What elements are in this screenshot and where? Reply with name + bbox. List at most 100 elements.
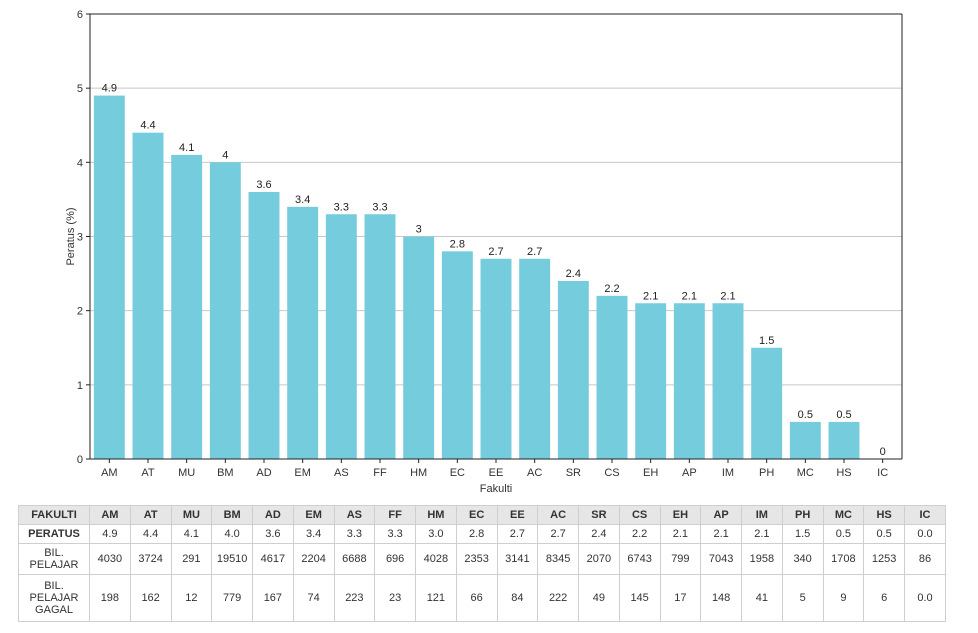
table-cell: 2.1 <box>741 524 783 544</box>
table-cell: 2204 <box>292 543 335 575</box>
table-cell: 8345 <box>537 543 579 575</box>
x-tick-label: PH <box>759 467 774 479</box>
bar-eh <box>635 303 667 459</box>
table-cell: 2.7 <box>537 524 579 544</box>
y-tick-label: 3 <box>77 232 83 244</box>
table-cell: 23 <box>374 574 416 622</box>
table-cell: 3.3 <box>333 524 376 544</box>
data-label: 2.2 <box>604 283 619 295</box>
table-cell: 17 <box>659 574 702 622</box>
table-cell: 3.3 <box>374 524 416 544</box>
table-cell: 41 <box>741 574 783 622</box>
table-cell: 779 <box>211 574 253 622</box>
data-label: 2.8 <box>450 238 465 250</box>
table-column-header: EM <box>292 505 335 525</box>
bar-im <box>712 303 744 459</box>
bar-sr <box>557 281 589 459</box>
bar-hm <box>403 236 435 459</box>
table-cell: 4028 <box>415 543 457 575</box>
table-cell: 162 <box>129 574 172 622</box>
data-label: 3 <box>416 224 422 236</box>
table-row: BIL. PELAJAR 4030 3724 291 19510 4617 2204 6688… <box>18 543 946 575</box>
table-cell: 0.0 <box>904 574 946 622</box>
chart-area: 0 1 2 3 4 5 6 4.9 AM 4.4 AT 4.1 MU 4 BM 3.6 AD 3.4 EM 3.3 AS… <box>65 9 903 495</box>
data-label: 4.1 <box>179 142 194 154</box>
table-column-header: AC <box>537 505 579 525</box>
bars <box>93 95 860 460</box>
table-cell: 2.1 <box>659 524 702 544</box>
table-cell: 4.4 <box>129 524 172 544</box>
bar-at <box>132 132 164 459</box>
table-cell: 198 <box>89 574 131 622</box>
table-cell: 4030 <box>89 543 131 575</box>
table-cell: 222 <box>537 574 579 622</box>
x-tick-label: CS <box>604 467 619 479</box>
table-row-label: PERATUS <box>18 524 90 544</box>
table-cell: 9 <box>822 574 865 622</box>
table-cell: 6 <box>863 574 905 622</box>
x-tick-label: AC <box>527 467 542 479</box>
table-column-header: EC <box>455 505 498 525</box>
table-cell: 1958 <box>741 543 783 575</box>
table-header-label: FAKULTI <box>18 505 90 525</box>
y-tick-label: 0 <box>77 454 83 466</box>
table-cell: 49 <box>578 574 620 622</box>
x-tick-label: HM <box>410 467 427 479</box>
table-cell: 4.0 <box>211 524 253 544</box>
y-axis-title: Peratus (%) <box>65 207 77 265</box>
data-label: 1.5 <box>759 335 774 347</box>
table-column-header: EE <box>496 505 539 525</box>
data-table-container: FAKULTI AM AT MU BM AD EM AS FF HM EC EE AC SR CS EH AP I… <box>18 505 946 622</box>
table-cell: 696 <box>374 543 416 575</box>
data-label: 4 <box>222 149 228 161</box>
bar-mc <box>789 421 821 459</box>
x-tick-label: SR <box>566 467 581 479</box>
table-row: PERATUS 4.9 4.4 4.1 4.0 3.6 3.4 3.3 3.3 3.0 2.8 2.7… <box>18 524 946 544</box>
table-cell: 0.0 <box>904 524 946 544</box>
y-tick-label: 5 <box>77 83 83 95</box>
bar-mu <box>171 154 203 459</box>
table-cell: 340 <box>781 543 824 575</box>
table-cell: 74 <box>292 574 335 622</box>
bar-ap <box>673 303 705 459</box>
x-tick-label: EE <box>489 467 504 479</box>
data-label: 2.4 <box>566 268 581 280</box>
table-column-header: BM <box>211 505 253 525</box>
table-cell: 2.4 <box>578 524 620 544</box>
y-tick-label: 1 <box>77 380 83 392</box>
table-cell: 19510 <box>211 543 253 575</box>
bar-ee <box>480 258 512 459</box>
data-label: 2.7 <box>527 246 542 258</box>
table-column-header: SR <box>578 505 620 525</box>
table-cell: 3141 <box>496 543 539 575</box>
table-cell: 223 <box>333 574 376 622</box>
y-tick-label: 6 <box>77 9 83 21</box>
data-label: 0.5 <box>798 409 813 421</box>
table-column-header: MU <box>170 505 213 525</box>
y-tick-label: 2 <box>77 306 83 318</box>
bar-ff <box>364 214 396 459</box>
table-row-label: BIL. PELAJAR <box>18 543 90 575</box>
table-cell: 1253 <box>863 543 905 575</box>
x-tick-label: AM <box>101 467 118 479</box>
table-cell: 0.5 <box>863 524 905 544</box>
table-column-header: PH <box>781 505 824 525</box>
table-cell: 2.2 <box>618 524 661 544</box>
table-cell: 3724 <box>129 543 172 575</box>
bar-cs <box>596 295 628 459</box>
table-header-row: FAKULTI AM AT MU BM AD EM AS FF HM EC EE AC SR CS EH AP I… <box>18 505 946 525</box>
table-row-label: BIL. PELAJAR GAGAL <box>18 574 90 622</box>
data-table: FAKULTI AM AT MU BM AD EM AS FF HM EC EE AC SR CS EH AP I… <box>18 505 946 622</box>
bar-ac <box>519 258 551 459</box>
bar-ph <box>751 347 783 459</box>
x-tick-label: EC <box>450 467 465 479</box>
table-cell: 145 <box>618 574 661 622</box>
table-cell: 1.5 <box>781 524 824 544</box>
data-table-body: FAKULTI AM AT MU BM AD EM AS FF HM EC EE AC SR CS EH AP I… <box>18 505 946 622</box>
table-column-header: AD <box>252 505 294 525</box>
data-label: 3.4 <box>295 194 310 206</box>
table-cell: 12 <box>170 574 213 622</box>
data-label: 2.1 <box>682 290 697 302</box>
table-cell: 7043 <box>700 543 742 575</box>
x-tick-label: MC <box>797 467 814 479</box>
